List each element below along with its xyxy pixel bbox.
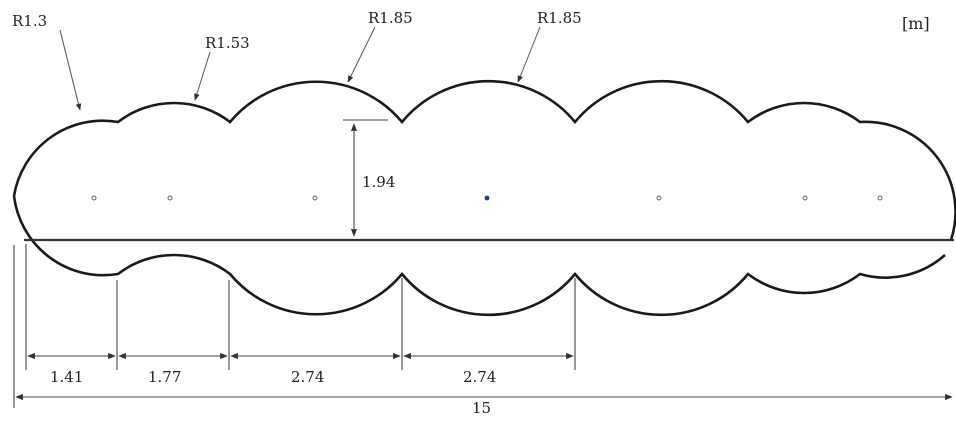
spacing-label-1: 1.41 [50, 368, 83, 386]
spacing-extension-lines [13, 244, 576, 408]
unit-label: [m] [902, 14, 930, 33]
radius-label-2: R1.53 [205, 34, 250, 52]
leader-r3 [347, 26, 376, 83]
leader-r2 [194, 51, 211, 101]
leader-r4 [517, 26, 541, 83]
spacing-label-3: 2.74 [291, 368, 324, 386]
arc-center-points [91, 195, 883, 201]
spacing-label-4: 2.74 [463, 368, 496, 386]
leader-r1 [59, 29, 82, 111]
hull-outline-top [12, 79, 956, 241]
total-length-label: 15 [472, 399, 491, 417]
height-label: 1.94 [362, 173, 395, 191]
radius-label-1: R1.3 [12, 12, 47, 30]
hull-outline-bottom [12, 195, 946, 317]
spacing-label-2: 1.77 [148, 368, 181, 386]
radius-label-4: R1.85 [537, 9, 582, 27]
radius-label-3: R1.85 [368, 9, 413, 27]
